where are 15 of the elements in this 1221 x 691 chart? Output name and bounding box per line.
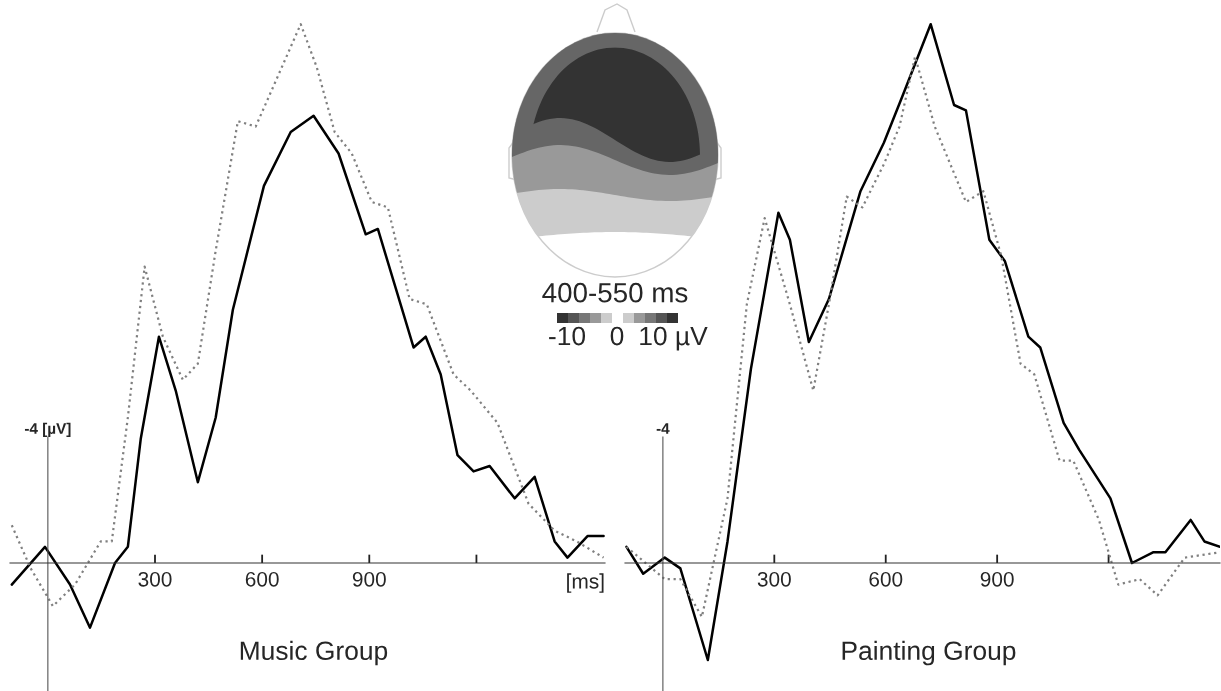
annotation: -4 [µV]	[24, 422, 71, 437]
text: 0	[610, 326, 624, 346]
x-tick-label: 600	[869, 571, 903, 587]
x-tick-label: 900	[352, 571, 386, 587]
x-tick-label: 300	[138, 571, 172, 587]
text: Painting Group	[842, 640, 1016, 666]
x-tick-label: 600	[245, 571, 279, 587]
annotation: -10	[549, 326, 586, 346]
x-tick-label: 300	[757, 571, 791, 587]
text: Music Group	[240, 640, 388, 666]
x-axis-title: [ms]	[567, 573, 604, 593]
x-tick-label: 900	[980, 571, 1014, 587]
annotation: -4	[656, 423, 670, 434]
annotation: 400-550 ms	[542, 282, 688, 303]
annotation: 10 µV	[640, 326, 708, 351]
